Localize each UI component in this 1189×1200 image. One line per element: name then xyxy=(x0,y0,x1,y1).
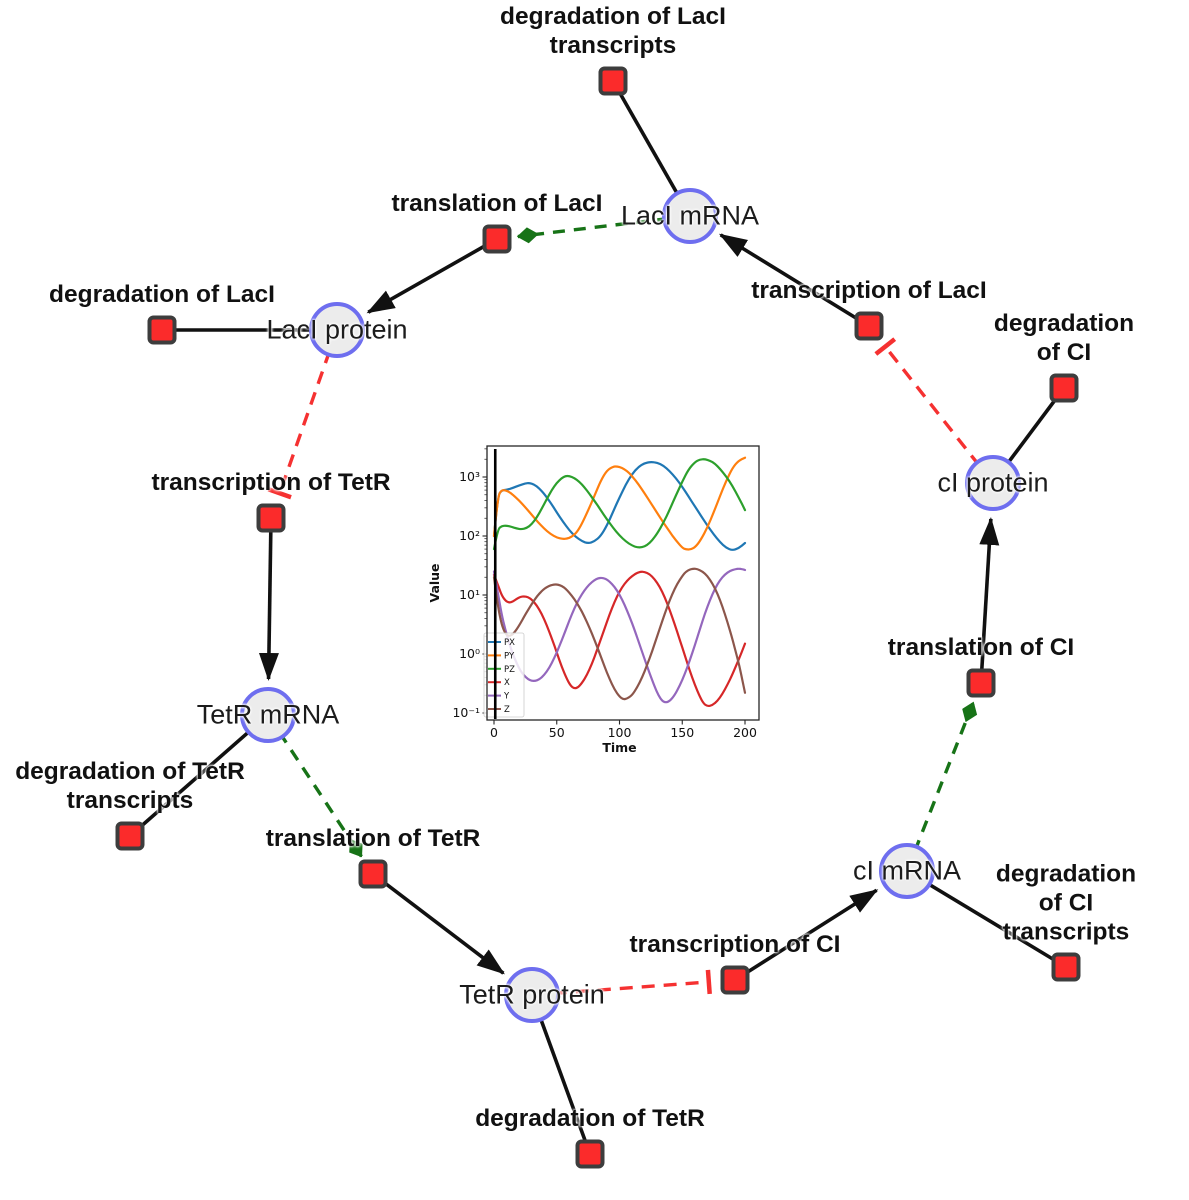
series-line-pz xyxy=(492,458,747,551)
x-tick-label: 200 xyxy=(733,725,757,740)
reaction-node-deg-ci[interactable] xyxy=(1049,373,1079,403)
series-line-px xyxy=(492,460,747,551)
reaction-node-txn-laci[interactable] xyxy=(854,311,884,341)
edge-modifier-ci-mrna-transl-ci xyxy=(905,701,978,872)
y-tick-label: 10¹ xyxy=(459,587,480,602)
x-tick-label: 100 xyxy=(608,725,632,740)
value-axis-label: Value xyxy=(427,563,442,602)
plot-legend: PX PY PZ XYZ xyxy=(483,632,525,718)
edge-consumption-ci-mrna-deg-ci-tx xyxy=(906,869,1067,969)
reaction-node-deg-laci[interactable] xyxy=(147,315,177,345)
series-line-y xyxy=(492,567,747,704)
edge-production-txn-tetr-tetr-mrna xyxy=(258,517,279,682)
legend-entry-pz: PZ xyxy=(504,665,515,675)
legend-entry-py: PY xyxy=(504,651,515,661)
species-node-laci-protein[interactable] xyxy=(309,302,365,358)
edge-modifier-tetr-mrna-transl-tetr xyxy=(266,714,363,858)
reaction-node-deg-tetr-tx[interactable] xyxy=(115,821,145,851)
edge-production-transl-tetr-tetr-protein xyxy=(371,872,505,975)
y-tick-label: 10⁻¹ xyxy=(452,705,480,720)
x-tick-label: 150 xyxy=(670,725,694,740)
species-node-ci-mrna[interactable] xyxy=(879,843,935,899)
y-tick-label: 10³ xyxy=(459,469,480,484)
y-tick-label: 10⁰ xyxy=(459,646,480,661)
edge-production-transl-laci-laci-protein xyxy=(366,237,498,314)
series-line-z xyxy=(492,567,747,701)
time-axis-label: Time xyxy=(602,740,636,755)
legend-entry-y: Y xyxy=(503,692,510,702)
edge-inhibition-laci-protein-txn-tetr xyxy=(267,329,339,500)
reaction-node-deg-ci-tx[interactable] xyxy=(1051,952,1081,982)
reaction-node-transl-tetr[interactable] xyxy=(358,859,388,889)
y-tick-label: 10² xyxy=(459,528,480,543)
reaction-node-txn-ci[interactable] xyxy=(720,965,750,995)
legend-entry-z: Z xyxy=(504,705,510,715)
plot-frame xyxy=(486,445,760,721)
edge-inhibition-tetr-protein-txn-ci xyxy=(531,969,712,997)
reaction-node-deg-laci-tx[interactable] xyxy=(598,66,628,96)
species-node-tetr-protein[interactable] xyxy=(504,967,560,1023)
reaction-node-deg-tetr[interactable] xyxy=(575,1139,605,1169)
reaction-node-transl-ci[interactable] xyxy=(966,668,996,698)
legend-entry-px: PX xyxy=(504,638,515,648)
edge-consumption-tetr-protein-deg-tetr xyxy=(530,994,592,1155)
species-node-ci-protein[interactable] xyxy=(965,455,1021,511)
edge-production-txn-ci-ci-mrna xyxy=(734,888,879,982)
legend-entry-x: X xyxy=(504,678,510,688)
x-tick-label: 0 xyxy=(490,725,498,740)
edge-production-transl-ci-ci-protein xyxy=(979,516,1000,684)
edge-production-txn-laci-laci-mrna xyxy=(718,233,870,328)
reaction-node-transl-laci[interactable] xyxy=(482,224,512,254)
species-node-tetr-mrna[interactable] xyxy=(240,687,296,743)
x-tick-label: 50 xyxy=(549,725,565,740)
edge-consumption-tetr-mrna-deg-tetr-tx xyxy=(128,713,270,838)
series-line-x xyxy=(492,570,747,708)
reaction-node-txn-tetr[interactable] xyxy=(256,503,286,533)
edge-modifier-laci-mrna-transl-laci xyxy=(516,214,691,244)
series-line-py xyxy=(492,456,747,551)
species-node-laci-mrna[interactable] xyxy=(662,188,718,244)
